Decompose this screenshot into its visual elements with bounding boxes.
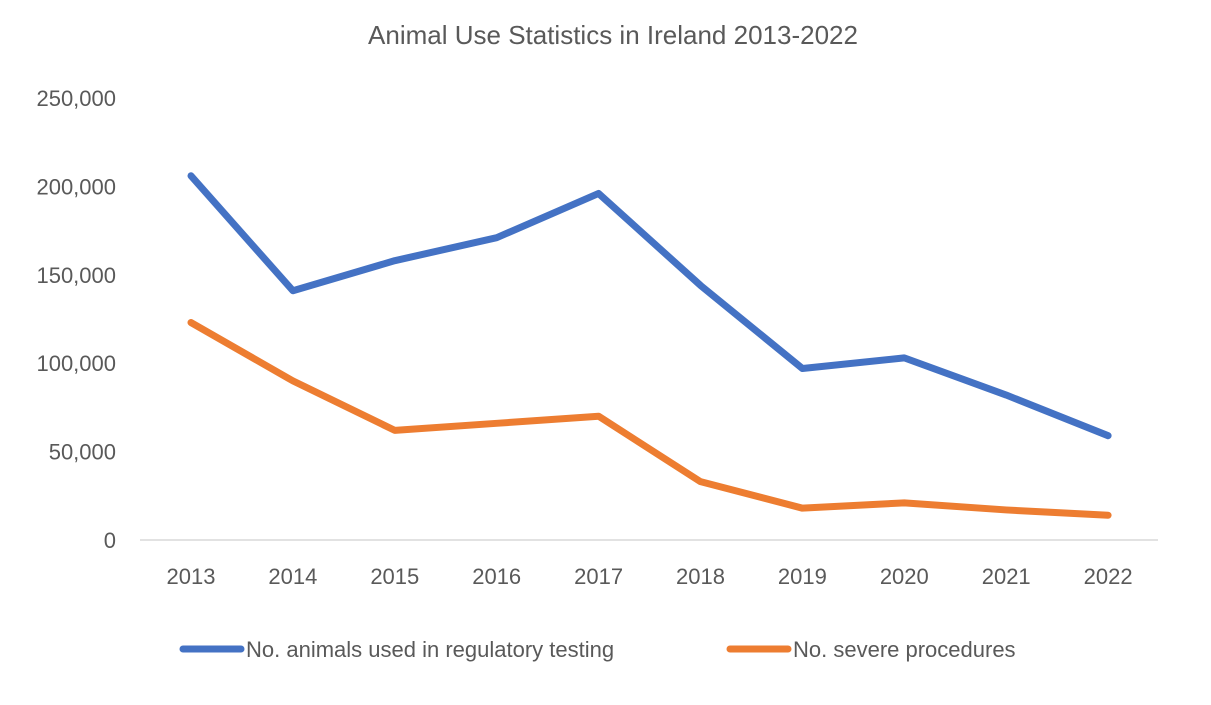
chart-title: Animal Use Statistics in Ireland 2013-20… (368, 20, 858, 50)
x-tick-label: 2016 (472, 564, 521, 589)
y-tick-label: 50,000 (49, 440, 116, 465)
y-tick-label: 150,000 (36, 263, 116, 288)
legend-label: No. severe procedures (793, 637, 1016, 662)
x-tick-label: 2019 (778, 564, 827, 589)
x-tick-label: 2020 (880, 564, 929, 589)
x-tick-label: 2021 (982, 564, 1031, 589)
series-line-1 (187, 172, 1112, 440)
legend-item-1: No. animals used in regulatory testing (179, 637, 614, 662)
x-tick-label: 2015 (370, 564, 419, 589)
legend-label: No. animals used in regulatory testing (246, 637, 614, 662)
legend-item-2: No. severe procedures (726, 637, 1016, 662)
x-tick-label: 2018 (676, 564, 725, 589)
x-tick-label: 2013 (167, 564, 216, 589)
x-tick-label: 2014 (268, 564, 317, 589)
y-tick-label: 200,000 (36, 174, 116, 199)
x-tick-label: 2017 (574, 564, 623, 589)
x-tick-label: 2022 (1084, 564, 1133, 589)
y-tick-label: 0 (104, 528, 116, 553)
y-tick-label: 250,000 (36, 86, 116, 111)
series-line-2 (187, 319, 1112, 519)
y-tick-label: 100,000 (36, 351, 116, 376)
